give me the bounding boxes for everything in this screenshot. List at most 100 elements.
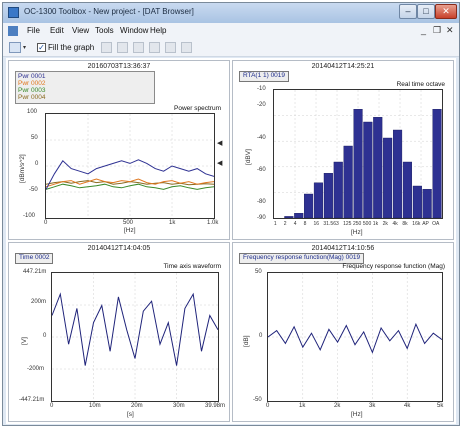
menu-file[interactable]: File [27,26,40,35]
x-tick: 2k [382,221,388,227]
copy-icon[interactable] [101,42,112,53]
y-tick: 447.21m [23,269,47,275]
trace-tag[interactable]: RTA(1 1) 0019 [239,71,290,82]
menu-bar: File Edit View Tools Window Help _ ❐ ✕ [3,23,459,40]
mdi-restore-button[interactable]: ❐ [433,25,442,35]
menu-view[interactable]: View [72,26,90,35]
settings-icon[interactable] [181,42,192,53]
y-axis-label: [dBV] [245,149,252,165]
x-tick: 1k [169,220,176,226]
y-tick: 200m [31,299,47,305]
plot-area[interactable] [45,113,215,219]
print-icon[interactable] [149,42,160,53]
x-tick: 20m [131,403,143,409]
x-tick: 10m [89,403,101,409]
frf-panel[interactable]: 20140412T14:10:56 Frequency response fun… [232,242,454,422]
y-tick: 0 [35,161,39,167]
x-tick: 2 [283,221,287,227]
y-tick: -200m [27,366,45,372]
minimize-button[interactable]: – [399,4,417,19]
y-tick: -50 [29,187,38,193]
x-tick: 2k [334,403,341,409]
x-tick: 4k [392,221,398,227]
y-tick: -447.21m [19,397,45,403]
menu-edit[interactable]: Edit [50,26,64,35]
menu-help[interactable]: Help [150,26,167,35]
x-tick: 8k [402,221,408,227]
x-tick: 125 [343,221,352,227]
bar-AP [422,188,432,218]
bar-16 [313,182,323,218]
bar-250 [353,109,363,218]
paste-icon[interactable] [117,42,128,53]
bar-31.5 [323,172,333,218]
x-tick: 0 [50,403,54,409]
trace-tag[interactable]: Frequency response function(Mag) 0019 [239,253,365,264]
x-tick: 500 [362,221,372,227]
export-icon[interactable] [133,42,144,53]
menu-tools[interactable]: Tools [95,26,114,35]
chart-title: Time axis waveform [163,263,221,270]
bar-500 [363,121,373,218]
bar-OA [432,109,442,218]
x-tick: 4 [293,221,297,227]
y-axis-label: [dB] [243,335,250,347]
plot-area[interactable] [273,89,443,219]
marker-arrow-icon[interactable]: ◀ [217,140,223,147]
bar-8 [304,193,314,218]
x-tick: 3k [369,403,376,409]
legend-item-pwr1: Pwr 0001 [18,73,46,80]
series-line-pwr-0002 [46,178,214,188]
bar-2 [284,216,294,218]
x-axis-label: [Hz] [124,227,136,234]
layout-icon[interactable] [9,42,21,53]
x-tick: 4k [404,403,411,409]
plot-area[interactable] [267,272,443,402]
app-icon [8,7,19,18]
panel-timestamp: 20160703T13:36:37 [87,63,151,70]
panel-timestamp: 20140412T14:10:56 [311,245,375,252]
dropdown-arrow-icon[interactable]: ▾ [23,45,27,51]
x-tick: 63 [333,221,339,227]
maximize-button[interactable]: □ [417,4,435,19]
x-axis-label: [Hz] [351,411,363,418]
series-line-pwr-0001 [46,159,214,190]
close-button[interactable]: ✕ [435,4,457,19]
fill-graph-checkbox[interactable]: ✓ [37,43,46,52]
x-axis-label: [Hz] [351,229,363,236]
x-tick: 500 [123,220,134,226]
legend-item-pwr2: Pwr 0002 [18,80,46,87]
y-tick: 0 [43,333,47,339]
toolbar: ▾ ✓ Fill the graph [3,39,459,57]
document-icon [8,26,18,36]
chart-title: Power spectrum [174,105,221,112]
x-tick: 5k [437,403,444,409]
legend[interactable]: Pwr 0001 Pwr 0002 Pwr 0003 Pwr 0004 [15,71,155,104]
plot-area[interactable] [51,272,219,402]
x-tick: OA [432,221,440,227]
frf-line [268,322,442,354]
y-tick: -60 [257,167,266,173]
x-tick: 16k [412,221,421,227]
y-tick: -80 [257,199,266,205]
app-window: OC-1300 Toolbox - New project - [DAT Bro… [2,2,460,426]
title-bar[interactable]: OC-1300 Toolbox - New project - [DAT Bro… [3,3,459,23]
bar-125 [343,145,353,218]
menu-window[interactable]: Window [120,26,149,35]
marker-arrow-icon[interactable]: ◀ [217,160,223,167]
trace-tag[interactable]: Time 0002 [15,253,54,264]
y-tick: 100 [27,109,38,115]
mdi-close-button[interactable]: ✕ [446,25,454,35]
y-tick: 50 [255,269,262,275]
y-tick: 50 [31,135,38,141]
bar-16k [412,185,422,218]
zoom-icon[interactable] [165,42,176,53]
bar-4 [294,212,304,218]
mdi-minimize-button[interactable]: _ [421,25,427,35]
y-axis-label: [V] [21,337,28,345]
x-tick: 16 [313,221,320,227]
power-spectrum-panel[interactable]: 20160703T13:36:37 Pwr 0001 Pwr 0002 Pwr … [8,60,230,240]
rta-panel[interactable]: 20140412T14:25:21 RTA(1 1) 0019 Real tim… [232,60,454,240]
time-waveform-panel[interactable]: 20140412T14:04:05 Time 0002 Time axis wa… [8,242,230,422]
x-tick: 0 [266,403,270,409]
